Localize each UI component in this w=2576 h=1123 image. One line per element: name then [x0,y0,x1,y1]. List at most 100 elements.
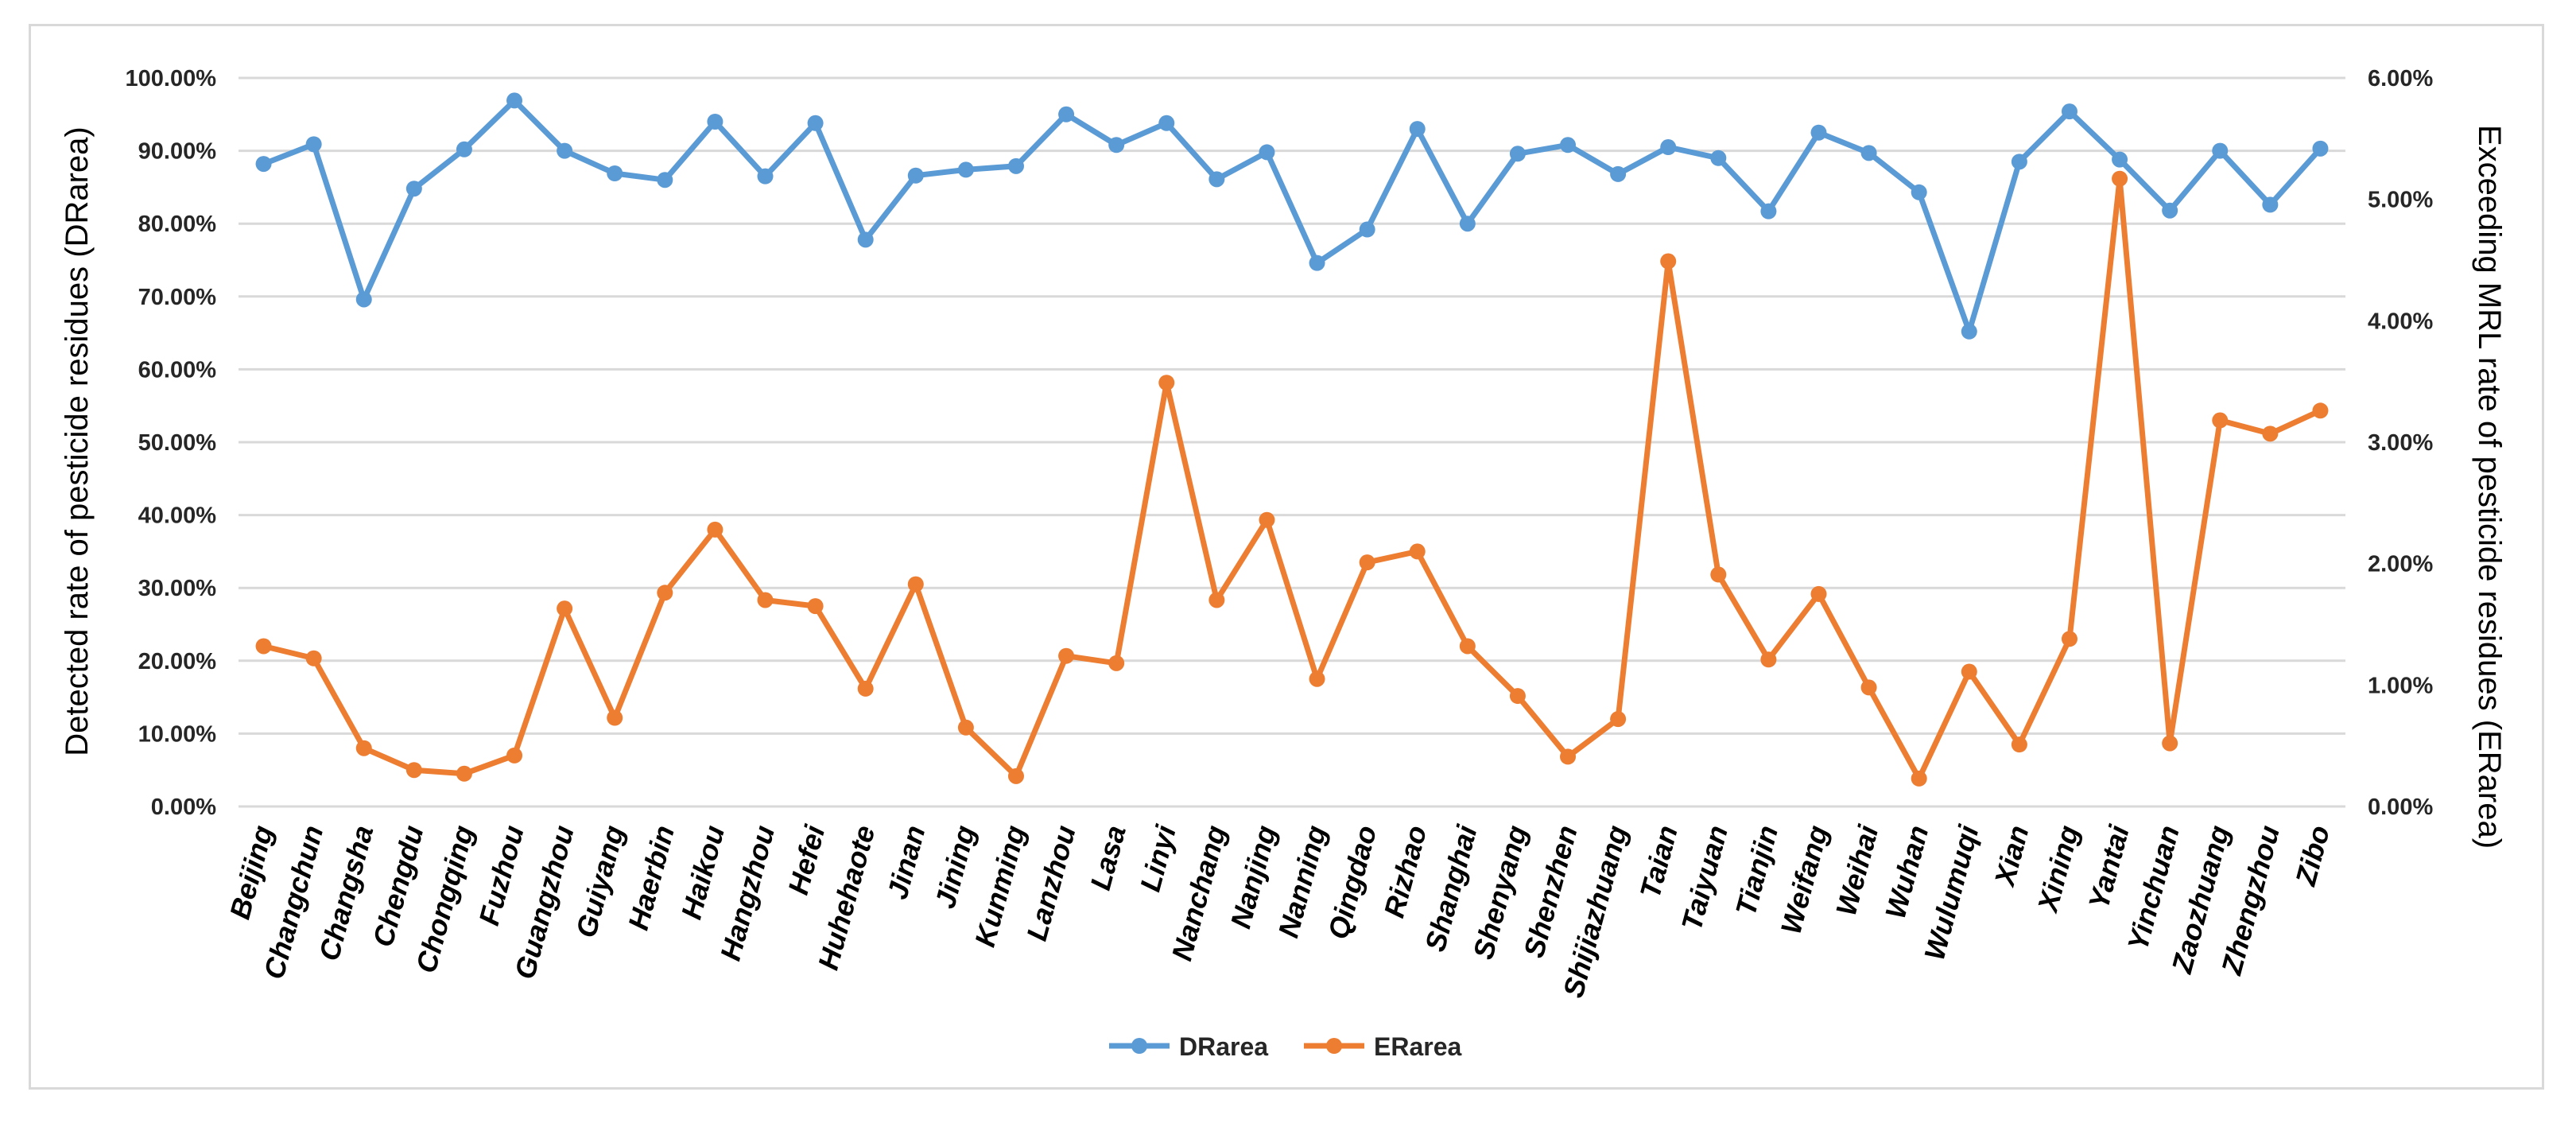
data-point-ERarea [957,719,974,736]
x-tick-label: Fuzhou [472,822,530,928]
data-point-ERarea [1760,651,1777,668]
data-point-DRarea [2312,140,2329,157]
data-point-ERarea [557,600,573,617]
y-tick-label-left: 40.00% [138,503,217,529]
data-point-DRarea [2262,196,2279,213]
data-point-DRarea [607,165,623,181]
legend-label: ERarea [1374,1032,1462,1061]
data-point-ERarea [1660,253,1677,270]
data-point-ERarea [405,762,422,779]
data-point-ERarea [907,576,924,593]
y-tick-label-right: 4.00% [2368,309,2433,334]
data-point-ERarea [305,650,322,666]
data-point-DRarea [1309,255,1325,271]
data-point-ERarea [1309,670,1325,687]
data-point-ERarea [607,709,623,726]
data-point-DRarea [757,168,774,185]
data-point-DRarea [1459,216,1476,232]
data-point-ERarea [2011,736,2027,753]
x-tick-label: Xining [2031,822,2085,916]
legend: DRarea ERarea [1109,1032,1462,1061]
x-tick-label: Nanjing [1224,822,1282,931]
data-point-DRarea [506,92,523,109]
data-point-DRarea [2112,151,2128,168]
data-point-DRarea [1409,121,1426,138]
legend-marker-ERarea [1326,1038,1342,1054]
y-tick-label-left: 10.00% [138,721,217,747]
data-point-DRarea [2061,103,2077,120]
data-point-DRarea [907,167,924,184]
data-point-ERarea [506,747,523,764]
legend-label: DRarea [1179,1032,1268,1061]
x-tick-label: Tianjin [1729,822,1784,919]
data-point-DRarea [707,113,724,130]
data-point-ERarea [2162,735,2178,752]
data-point-DRarea [957,161,974,178]
data-point-ERarea [1810,585,1827,602]
left-axis-ticks: 0.00% 10.00% 20.00% 30.00% 40.00% 50.00% 60.00… [126,66,217,820]
data-point-ERarea [1259,511,1275,528]
data-point-DRarea [557,142,573,159]
x-tick-label: Haikou [674,822,731,923]
data-point-DRarea [1259,144,1275,161]
data-point-ERarea [2061,631,2077,647]
x-tick-label: Taiyuan [1675,822,1734,934]
data-point-ERarea [1610,711,1627,728]
data-point-ERarea [1208,592,1225,608]
data-point-ERarea [1158,375,1175,391]
data-point-DRarea [857,231,874,248]
data-point-ERarea [2112,170,2128,187]
x-tick-label: Wuhan [1879,822,1934,922]
data-point-DRarea [1610,165,1627,182]
y-tick-label-left: 60.00% [138,357,217,383]
y-tick-label-left: 70.00% [138,285,217,310]
data-point-DRarea [405,181,422,197]
series-line-ERarea [261,176,2323,782]
data-point-ERarea [1710,566,1727,583]
x-tick-label: Qingdao [1321,822,1383,942]
data-point-DRarea [355,291,372,308]
y-tick-label-right: 2.00% [2368,552,2433,577]
data-point-ERarea [1007,767,1024,784]
data-point-ERarea [456,765,472,782]
x-tick-label: Haerbin [622,822,681,933]
data-point-DRarea [1108,137,1125,153]
data-point-ERarea [2212,412,2229,429]
data-point-ERarea [1560,748,1577,765]
data-point-ERarea [1509,688,1526,705]
data-point-DRarea [2162,202,2178,219]
x-tick-label: Hefei [782,821,832,898]
data-point-DRarea [1158,115,1175,131]
data-point-ERarea [857,680,874,697]
data-point-DRarea [2011,153,2027,170]
y-tick-label-right: 3.00% [2368,430,2433,456]
x-tick-label: Beijing [223,822,280,923]
data-point-DRarea [305,136,322,153]
series-line-DRarea [261,97,2323,335]
data-point-DRarea [1208,171,1225,188]
data-point-ERarea [1911,770,1927,787]
y-tick-label-left: 90.00% [138,139,217,165]
data-point-ERarea [1359,554,1375,571]
data-point-DRarea [1710,150,1727,166]
data-point-DRarea [1509,146,1526,162]
y-tick-label-left: 100.00% [126,66,217,91]
x-tick-label: Lasa [1084,822,1132,893]
data-point-DRarea [456,141,472,157]
data-point-DRarea [1660,139,1677,156]
data-point-DRarea [1760,203,1777,220]
y-tick-label-right: 1.00% [2368,673,2433,698]
y-tick-label-left: 30.00% [138,576,217,601]
data-point-ERarea [1860,679,1877,696]
data-point-DRarea [1810,124,1827,141]
data-point-DRarea [1560,137,1577,153]
data-point-ERarea [2312,402,2329,419]
data-point-DRarea [1961,323,1977,340]
data-point-ERarea [657,585,673,601]
data-point-DRarea [807,115,824,131]
data-point-ERarea [255,638,272,655]
y-tick-label-left: 20.00% [138,649,217,674]
x-tick-label: Jinan [881,822,932,902]
x-axis-ticks: BeijingChangchunChangshaChengduChongqing… [223,821,2337,1001]
